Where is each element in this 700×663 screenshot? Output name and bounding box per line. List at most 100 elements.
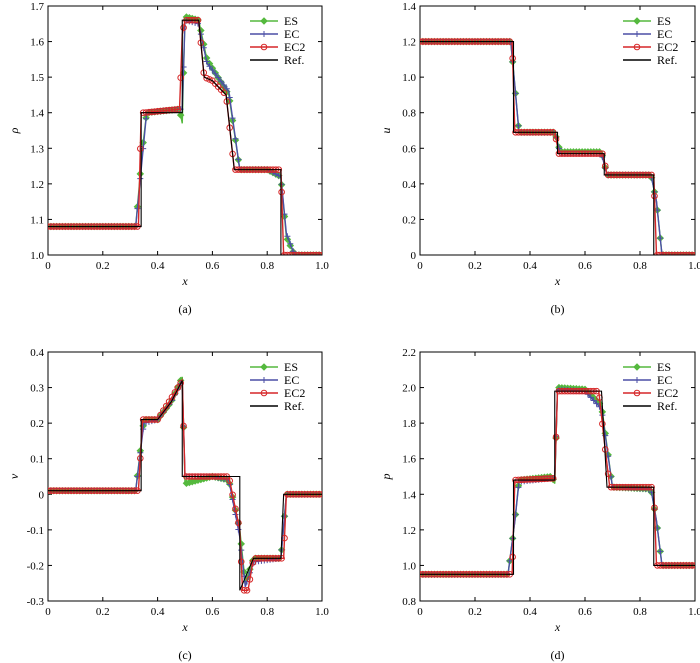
data-point-ec	[293, 252, 300, 255]
y-tick-label: 1.3	[30, 143, 44, 155]
plot-frame	[419, 5, 696, 256]
data-point-ec2	[601, 162, 609, 170]
y-tick-label: 1.8	[402, 418, 416, 430]
data-point-ec	[304, 252, 311, 255]
data-point-ec	[663, 252, 670, 255]
x-tick-label: 0.6	[578, 260, 592, 272]
data-point-ec	[298, 252, 305, 255]
x-axis-label: x	[554, 620, 561, 634]
y-tick-label: 0.4	[30, 347, 44, 359]
series-ref	[48, 19, 322, 255]
x-tick-label: 0	[45, 606, 51, 618]
x-axis-label: x	[181, 274, 188, 288]
data-point-ec2	[160, 407, 167, 414]
legend-label: EC2	[284, 40, 305, 54]
y-tick-label: 1.6	[402, 454, 416, 466]
legend-marker	[634, 31, 640, 37]
series-ec2	[420, 387, 695, 578]
legend-label: EC	[284, 27, 299, 41]
legend-label: ES	[284, 360, 298, 374]
x-tick-label: 0.6	[578, 606, 592, 618]
data-point-ec	[515, 122, 522, 129]
data-point-ec2	[220, 89, 228, 96]
data-point-ec2	[278, 188, 285, 196]
y-tick-label: 1.2	[402, 37, 416, 49]
data-point-ec2	[229, 491, 236, 499]
y-tick-label: 0.1	[30, 454, 44, 466]
data-point-ec2	[180, 24, 187, 32]
data-point-ec2	[232, 505, 239, 513]
y-axis-label: ρ	[7, 127, 21, 134]
y-tick-label: 1.5	[30, 72, 44, 84]
data-point-ec	[657, 235, 664, 242]
legend-marker	[260, 389, 268, 397]
data-point-es	[176, 111, 185, 119]
y-tick-label: -0.3	[27, 596, 45, 608]
data-point-ec	[674, 252, 681, 255]
legend-label: ES	[284, 14, 298, 28]
data-point-ec	[506, 557, 513, 564]
legend-marker	[633, 363, 641, 371]
plot-frame	[419, 351, 696, 602]
plot-frame	[47, 351, 323, 602]
data-point-ec	[301, 252, 308, 255]
data-point-ec2	[174, 384, 182, 392]
y-tick-label: 1.2	[402, 525, 416, 537]
legend-label: Ref.	[284, 399, 304, 413]
x-tick-label: 0.6	[206, 260, 220, 272]
data-point-ec	[307, 252, 314, 255]
y-tick-label: 1.2	[30, 179, 44, 191]
data-point-ec2	[226, 477, 234, 485]
data-point-ec2	[235, 519, 242, 527]
x-tick-label: 0	[417, 606, 423, 618]
legend-label: Ref.	[657, 399, 677, 413]
data-point-ec	[287, 240, 294, 247]
legend-marker	[260, 363, 268, 371]
data-point-ec2	[604, 470, 612, 478]
chart-panel-1: 0 0.2 0.4 0.6 0.8 1.0 1.0 1.1 1.2 1.3 1.4 1.5 1.6 1.7…	[7, 1, 329, 316]
data-point-ec	[313, 252, 320, 255]
y-tick-label: -0.1	[27, 525, 44, 537]
y-tick-label: 1.4	[30, 108, 44, 120]
x-tick-label: 1.0	[688, 260, 700, 272]
data-point-ec2	[174, 106, 182, 113]
x-tick-label: 1.0	[315, 606, 329, 618]
legend-label: EC2	[657, 40, 678, 54]
data-point-ec	[671, 252, 678, 255]
series-line-ref	[48, 380, 322, 591]
x-tick-label: 1.0	[688, 606, 700, 618]
data-point-ec	[206, 63, 213, 70]
data-point-ec	[596, 403, 603, 410]
y-axis-label: v	[7, 473, 21, 479]
x-tick-label: 0.6	[206, 606, 220, 618]
x-tick-label: 0	[45, 260, 51, 272]
data-point-ec	[209, 67, 216, 74]
x-axis-label: x	[181, 620, 188, 634]
legend-marker	[261, 31, 267, 37]
data-point-ec	[220, 82, 227, 89]
x-tick-label: 0.2	[468, 606, 482, 618]
x-tick-label: 0.2	[96, 260, 110, 272]
data-point-ec	[587, 394, 594, 401]
y-tick-label: 1.1	[30, 214, 44, 226]
data-point-ec	[316, 252, 322, 255]
data-point-ec	[683, 252, 690, 255]
plot-frame	[47, 5, 323, 256]
x-tick-label: 1.0	[315, 260, 329, 272]
y-tick-label: 1.6	[30, 37, 44, 49]
data-point-ec	[284, 233, 291, 240]
legend-marker	[261, 377, 267, 383]
data-point-ec	[212, 70, 219, 77]
data-point-ec2	[599, 420, 606, 428]
data-point-ec2	[177, 74, 184, 82]
legend-label: EC2	[284, 386, 305, 400]
data-point-ec	[215, 74, 222, 81]
data-point-ec	[660, 252, 667, 255]
y-tick-label: 0.4	[402, 179, 416, 191]
x-tick-label: 0.8	[260, 260, 274, 272]
chart-panel-2: 0 0.2 0.4 0.6 0.8 1.0 0 0.2 0.4 0.6 0.8 1.0 1.2 1.4 x u…	[379, 1, 700, 316]
data-point-ec2	[180, 422, 187, 430]
